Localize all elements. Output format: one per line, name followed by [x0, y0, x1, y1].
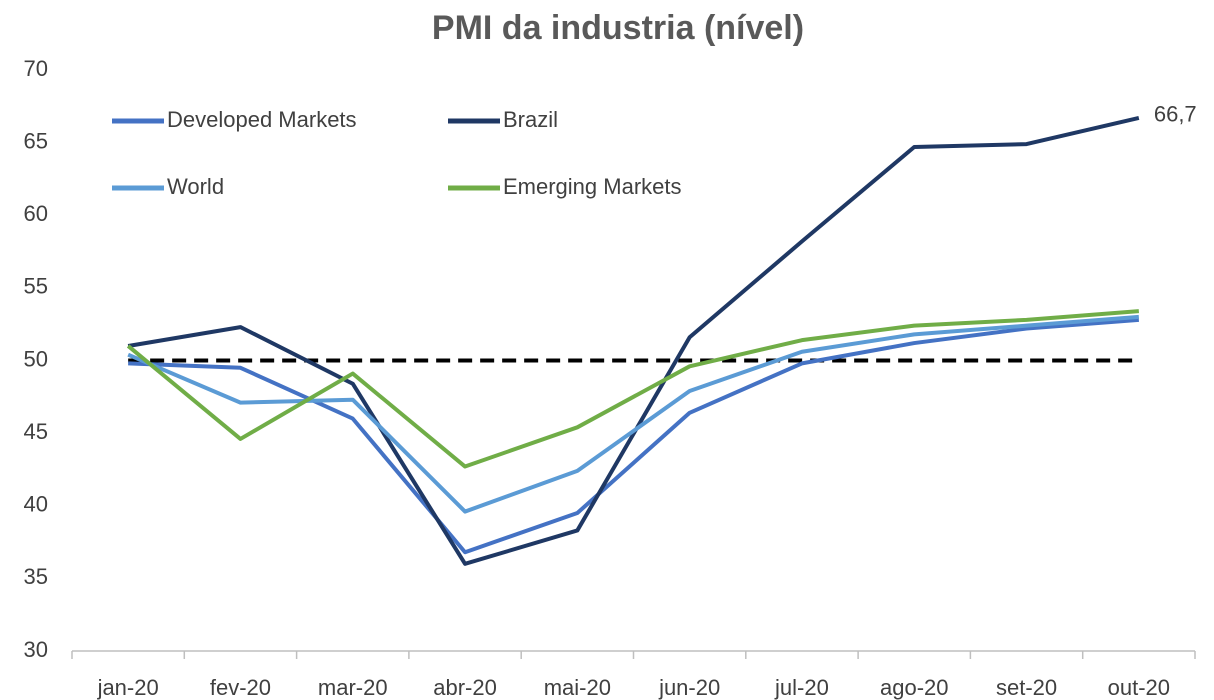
y-tick-label: 60 [24, 201, 48, 226]
x-tick-label: mai-20 [544, 675, 611, 700]
chart-title: PMI da industria (nível) [432, 9, 804, 47]
y-tick-label: 70 [24, 56, 48, 81]
y-tick-label: 45 [24, 419, 48, 444]
x-tick-label: jan-20 [97, 675, 159, 700]
y-tick-label: 40 [24, 492, 48, 517]
y-tick-label: 30 [24, 637, 48, 662]
series-line [126, 309, 1140, 469]
series-line [128, 317, 1140, 555]
x-tick-label: out-20 [1108, 675, 1170, 700]
y-tick-label: 50 [24, 346, 48, 371]
data-label: 66,7 [1154, 102, 1197, 127]
legend-label: Brazil [503, 107, 558, 132]
x-tick-label: mar-20 [318, 675, 388, 700]
y-tick-label: 35 [24, 564, 48, 589]
x-tick-label: set-20 [996, 675, 1057, 700]
series-line [127, 115, 1140, 566]
x-tick-label: abr-20 [433, 675, 497, 700]
legend-label: World [167, 174, 224, 199]
y-tick-label: 55 [24, 274, 48, 299]
y-tick-label: 65 [24, 128, 48, 153]
x-tick-label: fev-20 [210, 675, 271, 700]
x-tick-label: jun-20 [658, 675, 720, 700]
x-tick-label: ago-20 [880, 675, 949, 700]
x-tick-label: jul-20 [774, 675, 829, 700]
legend-label: Emerging Markets [503, 174, 682, 199]
series-line [127, 314, 1140, 514]
legend-label: Developed Markets [167, 107, 357, 132]
